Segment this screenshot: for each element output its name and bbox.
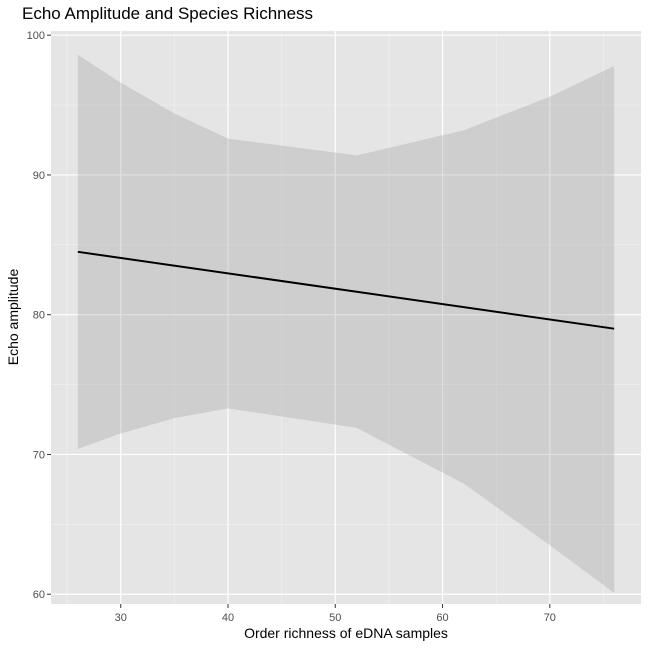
minor-gridlines xyxy=(51,31,641,604)
x-tick-label: 60 xyxy=(436,612,448,624)
y-axis-ticks: 60 70 80 90 100 xyxy=(27,30,51,601)
fit-line-layer xyxy=(77,250,615,330)
x-axis-title: Order richness of eDNA samples xyxy=(244,625,448,641)
x-tick-label: 30 xyxy=(115,612,127,624)
fit-line xyxy=(77,250,615,330)
major-gridlines xyxy=(51,31,641,604)
y-axis-title: Echo amplitude xyxy=(5,269,21,366)
y-tick-label: 70 xyxy=(33,449,45,461)
x-tick-label: 50 xyxy=(329,612,341,624)
chart-title: Echo Amplitude and Species Richness xyxy=(22,4,314,23)
x-tick-label: 70 xyxy=(544,612,556,624)
confidence-band xyxy=(77,54,615,593)
y-tick-label: 80 xyxy=(33,310,45,322)
x-axis-ticks: 30 40 50 60 70 xyxy=(115,604,556,624)
x-tick-label: 40 xyxy=(222,612,234,624)
y-tick-label: 90 xyxy=(33,170,45,182)
confidence-band-layer xyxy=(77,54,615,593)
y-tick-label: 100 xyxy=(27,30,45,42)
y-tick-label: 60 xyxy=(33,589,45,601)
